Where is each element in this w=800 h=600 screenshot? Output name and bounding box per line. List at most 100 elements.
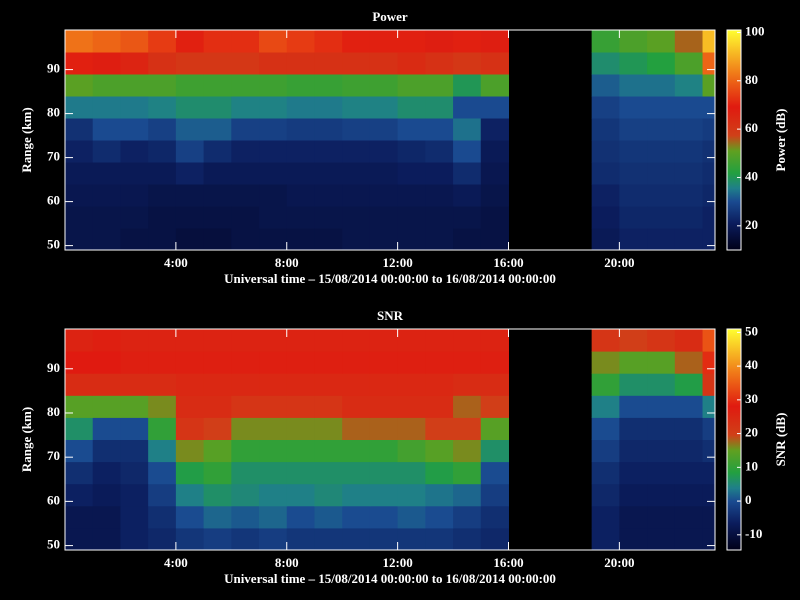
heatmap-cell [481,329,509,352]
heatmap-cell [287,440,315,463]
heatmap-cell [425,140,453,163]
heatmap-cell [370,373,398,396]
heatmap-cell [342,162,370,185]
heatmap-cell [93,373,121,396]
heatmap-cell [314,462,342,485]
heatmap-cell [65,440,93,463]
heatmap-cell [314,528,342,551]
heatmap-cell [425,74,453,97]
heatmap-cell [675,118,703,141]
y-tick-label: 60 [47,492,60,507]
heatmap-cell [231,30,259,53]
heatmap-cell [231,395,259,418]
heatmap-cell [259,440,287,463]
heatmap-cell [204,140,232,163]
colorbar-label: Power (dB) [773,109,788,172]
heatmap-cell [93,162,121,185]
heatmap-cell [287,417,315,440]
heatmap-cell [65,74,93,97]
heatmap-cell [675,96,703,119]
heatmap-cell [453,206,481,229]
heatmap-cell [370,484,398,507]
heatmap-cell [398,52,426,75]
heatmap-cell [120,118,148,141]
heatmap-cell [675,140,703,163]
heatmap-cell [398,373,426,396]
heatmap-cell [231,417,259,440]
heatmap-cell [287,395,315,418]
heatmap-cell [398,484,426,507]
heatmap-cell [619,373,647,396]
heatmap-cell [453,184,481,207]
heatmap-cell [259,528,287,551]
heatmap-cell [370,417,398,440]
heatmap-cell [314,140,342,163]
heatmap-cell [176,162,204,185]
heatmap-cell [647,351,675,374]
heatmap-cell [647,484,675,507]
heatmap-cell [425,484,453,507]
x-tick-label: 8:00 [275,255,299,270]
heatmap-cell [370,206,398,229]
heatmap-cell [370,329,398,352]
heatmap-cell [619,30,647,53]
heatmap-cell [481,462,509,485]
colorbar-tick-label: 50 [745,323,758,338]
heatmap-cell [592,395,620,418]
heatmap-cell [481,184,509,207]
heatmap-cell [619,329,647,352]
heatmap-cell [231,228,259,251]
heatmap-cell [592,506,620,529]
heatmap-cell [342,118,370,141]
heatmap-cell [398,206,426,229]
heatmap-cell [148,74,176,97]
heatmap-cell [314,440,342,463]
heatmap-cell [65,184,93,207]
heatmap-cell [453,30,481,53]
heatmap-cell [703,228,716,251]
heatmap-cell [425,206,453,229]
heatmap-cell [647,162,675,185]
heatmap-cell [176,373,204,396]
colorbar [727,329,741,550]
heatmap-cell [398,395,426,418]
heatmap-cell [148,30,176,53]
heatmap-cell [93,184,121,207]
heatmap-cell [481,440,509,463]
heatmap-cell [93,506,121,529]
heatmap-cell [481,351,509,374]
heatmap-cell [703,351,716,374]
heatmap-cell [314,395,342,418]
heatmap-cell [65,528,93,551]
heatmap-cell [398,417,426,440]
heatmap-cell [93,206,121,229]
heatmap-cell [703,440,716,463]
heatmap-cell [176,484,204,507]
heatmap-cell [314,228,342,251]
heatmap-cell [65,462,93,485]
heatmap-cell [314,30,342,53]
heatmap-cell [619,462,647,485]
heatmap-cell [398,96,426,119]
heatmap-cell [703,184,716,207]
heatmap-cell [120,440,148,463]
heatmap-cell [481,373,509,396]
heatmap-cell [675,395,703,418]
x-tick-label: 16:00 [493,255,523,270]
heatmap-cell [453,351,481,374]
heatmap-cell [148,462,176,485]
heatmap-cell [93,528,121,551]
heatmap-cell [342,417,370,440]
heatmap-cell [342,440,370,463]
heatmap-cell [93,118,121,141]
heatmap-cell [65,351,93,374]
heatmap-cell [703,162,716,185]
heatmap-cell [148,162,176,185]
heatmap-cell [425,528,453,551]
heatmap-cell [675,484,703,507]
heatmap-cell [93,440,121,463]
heatmap-cell [204,96,232,119]
heatmap-cell [176,52,204,75]
heatmap-cell [425,329,453,352]
heatmap-cell [259,228,287,251]
